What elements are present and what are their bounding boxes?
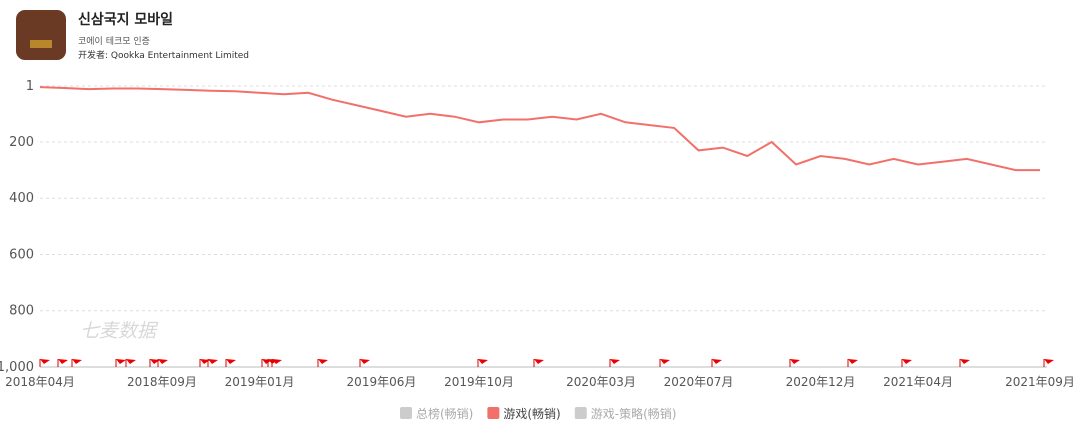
event-flag xyxy=(790,359,800,364)
app-icon xyxy=(16,10,66,60)
event-flag xyxy=(40,359,50,364)
x-tick-label: 2018年04月 xyxy=(5,375,75,389)
event-flag xyxy=(226,359,236,364)
event-flag xyxy=(158,359,168,364)
y-tick-label: 200 xyxy=(9,135,34,150)
app-icon-badge xyxy=(30,40,52,48)
legend-swatch[interactable] xyxy=(574,407,587,419)
x-tick-label: 2018年09月 xyxy=(127,375,197,389)
event-flag xyxy=(272,359,282,364)
y-tick-label: 600 xyxy=(9,247,34,262)
app-developer: 开发者: Qookka Entertainment Limited xyxy=(78,49,249,61)
x-tick-label: 2020年12月 xyxy=(786,375,856,389)
x-tick-label: 2021年09月 xyxy=(1005,375,1075,389)
x-tick-label: 2021年04月 xyxy=(883,375,953,389)
watermark: 七麦数据 xyxy=(80,320,159,342)
event-flag xyxy=(848,359,858,364)
event-flag xyxy=(318,359,328,364)
legend-swatch[interactable] xyxy=(487,407,500,419)
rank-line xyxy=(39,86,1040,172)
legend-label[interactable]: 游戏(畅销) xyxy=(503,407,560,421)
event-flag xyxy=(660,359,670,364)
x-tick-label: 2019年10月 xyxy=(444,375,514,389)
x-tick-label: 2020年03月 xyxy=(566,375,636,389)
event-flag xyxy=(1044,359,1054,364)
x-tick-label: 2020年07月 xyxy=(664,375,734,389)
event-flag xyxy=(478,359,488,364)
legend-label[interactable]: 游戏-策略(畅销) xyxy=(591,406,677,421)
x-tick-label: 2019年01月 xyxy=(225,375,295,389)
event-flag xyxy=(960,359,970,364)
event-flag xyxy=(126,359,136,364)
y-tick-label: 400 xyxy=(9,191,34,206)
event-flag xyxy=(902,359,912,364)
app-subtitle: 코에이 테크모 인증 xyxy=(78,36,150,47)
x-tick-label: 2019年06月 xyxy=(347,375,417,389)
legend-swatch[interactable] xyxy=(400,407,412,419)
event-flag xyxy=(116,359,126,364)
y-tick-label: 1 xyxy=(26,79,34,94)
event-flag xyxy=(534,359,544,364)
y-tick-label: 800 xyxy=(9,304,34,319)
event-flag xyxy=(58,359,68,364)
event-flag xyxy=(610,359,620,364)
event-flag xyxy=(72,359,82,364)
legend-label[interactable]: 总榜(畅销) xyxy=(416,406,473,421)
event-flag xyxy=(360,359,370,364)
event-flag xyxy=(712,359,722,364)
y-tick-label: 1,000 xyxy=(0,360,34,375)
event-flag xyxy=(208,359,218,364)
app-title: 신삼국지 모바일 xyxy=(78,12,173,28)
